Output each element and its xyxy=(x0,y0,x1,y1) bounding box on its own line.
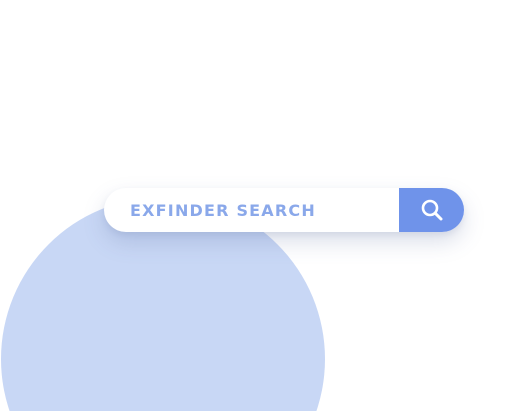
search-icon xyxy=(419,197,445,223)
search-bar xyxy=(104,188,464,232)
search-input[interactable] xyxy=(104,188,399,232)
search-button[interactable] xyxy=(399,188,464,232)
